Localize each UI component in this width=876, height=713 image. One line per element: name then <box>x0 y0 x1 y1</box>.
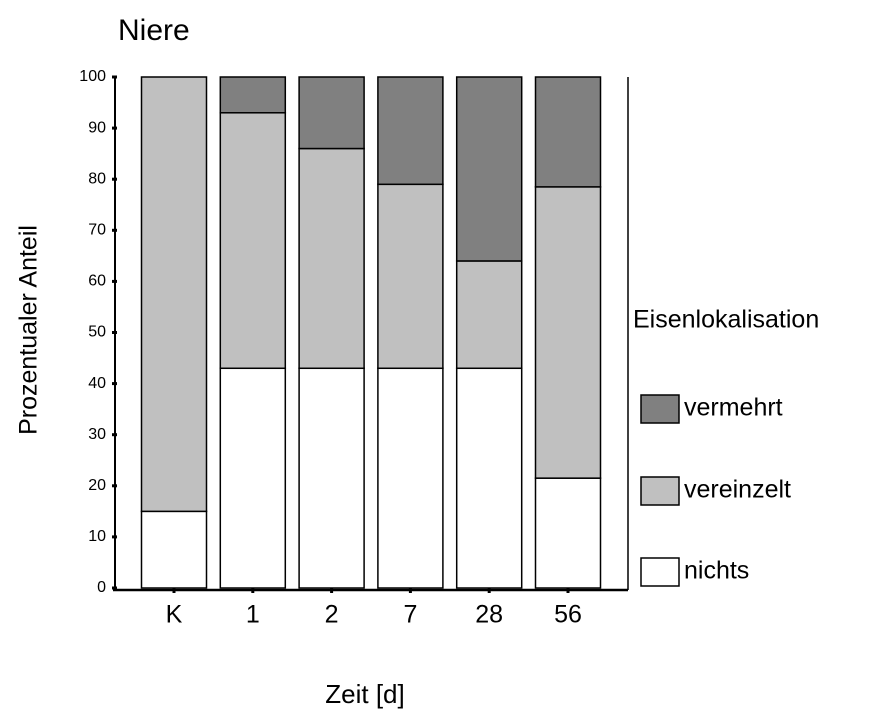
y-tick-label: 30 <box>88 426 106 443</box>
x-axis-label: Zeit [d] <box>325 679 404 709</box>
legend-swatch <box>640 557 680 587</box>
x-tick-label: 28 <box>475 601 503 629</box>
bar-segment <box>298 147 365 370</box>
bar-segment <box>140 510 208 589</box>
legend-label: vereinzelt <box>684 476 791 504</box>
x-tick-label: 1 <box>246 601 260 629</box>
y-tick-label: 60 <box>88 273 106 290</box>
legend-swatch <box>640 476 680 506</box>
y-tick-label: 40 <box>88 375 106 392</box>
y-tick-label: 10 <box>88 528 106 545</box>
chart-title: Niere <box>118 14 190 47</box>
bar-segment <box>377 76 444 186</box>
x-tick-label: 56 <box>554 601 582 629</box>
legend-label: nichts <box>684 557 749 585</box>
bar-segment <box>455 260 523 370</box>
legend-label: vermehrt <box>684 394 783 422</box>
bar-segment <box>377 183 444 370</box>
y-tick-label: 50 <box>88 324 106 341</box>
bar-segment <box>534 76 602 188</box>
bar-segment <box>298 367 365 589</box>
bar-segment <box>219 112 287 370</box>
y-tick-label: 70 <box>88 222 106 239</box>
y-tick-label: 0 <box>97 579 106 596</box>
bar-segment <box>219 76 287 114</box>
bar-segment <box>455 76 523 262</box>
y-tick-label: 80 <box>88 170 106 187</box>
bar-segment <box>534 477 602 589</box>
bar-segment <box>298 76 365 150</box>
y-axis-label: Prozentualer Anteil <box>15 225 43 435</box>
bar-segment <box>219 367 287 589</box>
x-tick-label: K <box>166 601 183 629</box>
bar-segment <box>455 367 523 589</box>
bar-segment <box>534 186 602 479</box>
x-tick-label: 7 <box>403 601 417 629</box>
y-tick-label: 90 <box>88 119 106 136</box>
bar-segment <box>140 76 208 513</box>
x-tick-label: 2 <box>325 601 339 629</box>
bar-segment <box>377 367 444 589</box>
y-tick-label: 20 <box>88 477 106 494</box>
legend-title: Eisenlokalisation <box>633 306 819 334</box>
y-tick-label: 100 <box>79 68 106 85</box>
legend-swatch <box>640 394 680 424</box>
